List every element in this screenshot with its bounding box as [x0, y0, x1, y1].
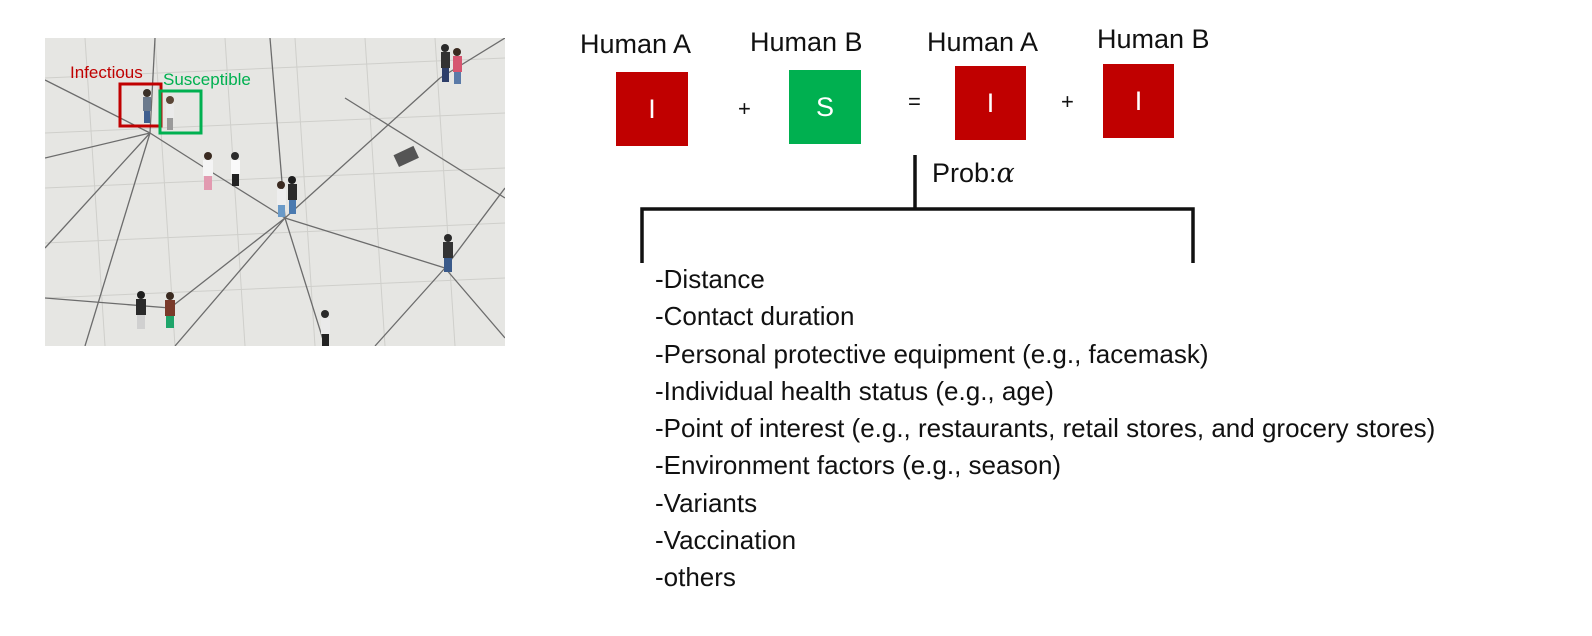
alpha-symbol: α [996, 158, 1015, 189]
infectious-box [118, 82, 163, 128]
equals-operator: = [908, 89, 921, 114]
plaza-illustration [45, 38, 505, 346]
probability-label: Prob:α [932, 158, 1015, 189]
factor-item: -Environment factors (e.g., season) [655, 450, 1062, 481]
term-2-state-box: S [789, 70, 861, 144]
factor-item: -Point of interest (e.g., restaurants, r… [655, 413, 1436, 444]
factor-item: -Variants [655, 487, 758, 518]
factor-item: -Individual health status (e.g., age) [655, 375, 1054, 406]
term-2-label: Human B [750, 27, 863, 57]
plaza-photo: Infectious Susceptible [45, 38, 505, 346]
susceptible-box [158, 89, 203, 135]
infectious-label: Infectious [70, 63, 143, 82]
drain-grate [393, 145, 419, 167]
factor-item: -others [655, 562, 736, 593]
factor-item: -Distance [655, 264, 765, 294]
plus-operator-2: + [1061, 89, 1074, 114]
pedestrians [136, 44, 462, 346]
term-2-state: S [815, 91, 834, 122]
term-1-state: I [648, 93, 656, 124]
factor-item: -Vaccination [655, 525, 797, 556]
term-3-state: I [986, 87, 995, 118]
term-4-state-box: I [1103, 64, 1174, 138]
factor-list: -Distance -Contact duration -Personal pr… [655, 261, 1435, 597]
term-4-state: I [1134, 85, 1143, 116]
term-3-state-box: I [955, 66, 1026, 140]
term-4-label: Human B [1097, 24, 1210, 54]
term-3-label: Human A [927, 27, 1039, 57]
plus-operator-1: + [738, 96, 751, 121]
factor-item: -Contact duration [655, 301, 855, 332]
susceptible-label: Susceptible [163, 70, 251, 89]
term-1-label: Human A [580, 29, 692, 59]
factor-item: -Personal protective equipment (e.g., fa… [655, 338, 1209, 369]
term-1-state-box: I [616, 72, 688, 146]
probability-prefix: Prob: [932, 158, 997, 188]
